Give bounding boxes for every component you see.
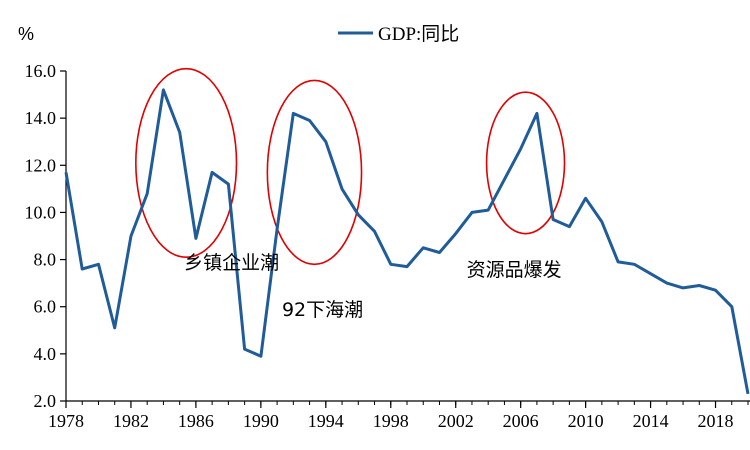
y-tick-label: 8.0 [34, 250, 57, 270]
annotation-label: 资源品爆发 [467, 259, 562, 281]
x-tick-label: 2014 [633, 411, 669, 431]
y-tick-label: 12.0 [25, 155, 57, 175]
x-tick-label: 1986 [178, 411, 214, 431]
y-tick-label: 14.0 [25, 108, 57, 128]
annotation-label: 92下海潮 [282, 299, 363, 321]
x-tick-label: 2010 [568, 411, 604, 431]
y-axis-unit-label: % [18, 24, 34, 44]
legend-label-gdp: GDP:同比 [378, 23, 459, 45]
x-tick-label: 2018 [698, 411, 734, 431]
y-tick-label: 16.0 [25, 61, 57, 81]
y-tick-label: 2.0 [34, 391, 57, 411]
highlight-ellipse [266, 79, 363, 266]
series-line-gdp [64, 88, 750, 395]
highlight-ellipse [135, 67, 238, 259]
x-tick-label: 1978 [48, 411, 84, 431]
y-tick-label: 10.0 [25, 202, 57, 222]
y-tick-label: 6.0 [34, 297, 57, 317]
annotation-label: 乡镇企业潮 [184, 252, 279, 274]
x-tick-label: 2002 [438, 411, 474, 431]
x-tick-label: 1994 [308, 411, 344, 431]
x-tick-label: 1990 [243, 411, 279, 431]
legend: GDP:同比 [338, 23, 459, 45]
highlight-ellipse [485, 91, 566, 235]
x-tick-label: 1998 [373, 411, 409, 431]
x-tick-label: 2006 [503, 411, 539, 431]
y-tick-label: 4.0 [34, 344, 57, 364]
x-tick-label: 1982 [113, 411, 149, 431]
